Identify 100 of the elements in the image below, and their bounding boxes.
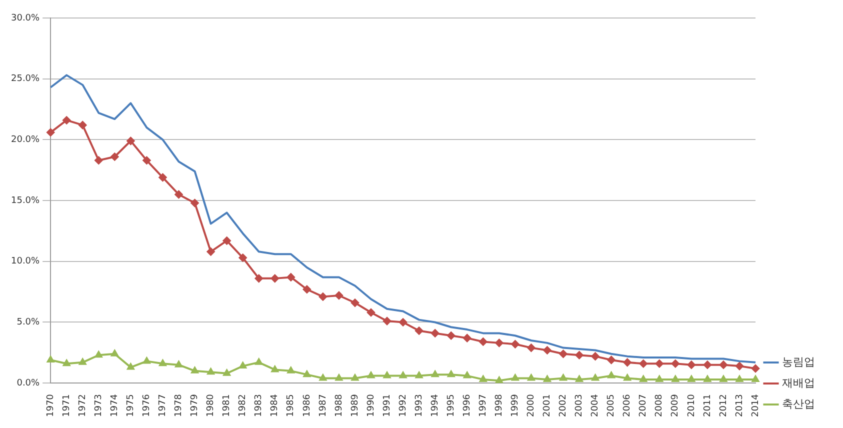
point [142,156,151,164]
x-tick-label: 1993 [414,394,424,417]
point [127,363,134,370]
point [528,374,535,381]
y-tick-label: 10.0% [10,256,40,267]
point [350,298,359,307]
point [79,358,86,365]
point [703,360,712,369]
point [78,121,87,130]
point [512,374,519,381]
x-tick-label: 2006 [622,394,633,417]
point [399,318,408,326]
y-tick-label: 5.0% [16,318,40,328]
point [719,360,728,369]
point [576,375,583,382]
x-tick-label: 2004 [590,394,601,417]
point [319,374,327,381]
point [239,362,246,369]
point [431,329,440,338]
point [736,375,744,382]
point [238,254,247,262]
x-tick-label: 1994 [430,394,440,417]
point [383,317,392,326]
x-tick-label: 1982 [238,394,248,417]
x-tick-label: 1998 [494,394,505,417]
point [174,190,183,198]
point [720,375,728,382]
legend-label: 축산업 [782,397,815,410]
x-tick-label: 2009 [670,394,681,417]
point [206,248,215,256]
point [415,372,423,378]
x-tick-label: 1973 [94,394,104,417]
point [544,375,551,382]
x-tick-label: 2001 [542,394,553,417]
x-tick-label: 1974 [110,394,120,417]
point [735,362,744,370]
x-tick-label: 2005 [606,394,617,417]
y-tick-label: 30.0% [10,13,40,24]
x-tick-label: 1986 [302,394,312,417]
x-tick-label: 2010 [686,394,697,417]
x-tick-label: 2003 [574,394,585,417]
point [496,376,503,384]
x-tick-label: 1995 [446,394,456,417]
point [527,344,536,352]
x-tick-label: 1984 [270,394,280,417]
x-tick-label: 1988 [334,394,344,417]
point [687,360,696,369]
point [543,346,552,354]
point [255,358,262,365]
point [752,375,760,382]
point [46,356,54,362]
x-tick-label: 1990 [366,394,376,417]
x-tick-label: 1985 [286,394,296,417]
y-tick-label: 20.0% [10,135,40,146]
point [191,366,198,374]
point [448,370,455,378]
point [334,291,343,300]
legend-label: 재배업 [782,376,815,390]
point [254,274,263,282]
x-tick-label: 2012 [718,394,729,417]
point [623,358,632,366]
point [190,198,199,207]
point [159,360,166,366]
x-tick-label: 1977 [158,394,168,417]
x-tick-label: 2002 [558,394,569,417]
point [303,370,311,378]
legend-label: 농림업 [782,355,815,368]
x-tick-label: 1991 [382,394,392,417]
x-tick-label: 1987 [318,394,328,417]
point [286,273,295,282]
y-tick-label: 0.0% [16,378,40,388]
point [207,368,214,375]
point [46,128,55,136]
x-tick-label: 2007 [638,394,649,417]
point [399,372,407,378]
point [447,332,456,340]
point [463,334,472,342]
point [431,370,439,378]
x-tick-label: 2014 [750,394,761,417]
point [111,350,118,356]
x-tick-label: 2008 [654,394,665,417]
point [559,350,568,358]
point [575,351,584,360]
point [287,366,294,374]
y-tick-label: 25.0% [10,74,40,84]
x-tick-label: 2013 [734,394,745,417]
point [511,340,520,348]
point [367,372,375,378]
point [495,338,504,347]
point [415,326,424,335]
point [367,308,376,317]
x-tick-label: 1971 [62,394,72,417]
x-tick-label: 1975 [126,394,136,417]
point [479,338,488,346]
point [383,372,391,378]
x-tick-label: 2000 [526,394,537,417]
x-tick-label: 1981 [222,394,232,417]
point [624,374,631,381]
x-tick-label: 1996 [462,394,472,417]
x-tick-label: 1980 [206,394,216,417]
